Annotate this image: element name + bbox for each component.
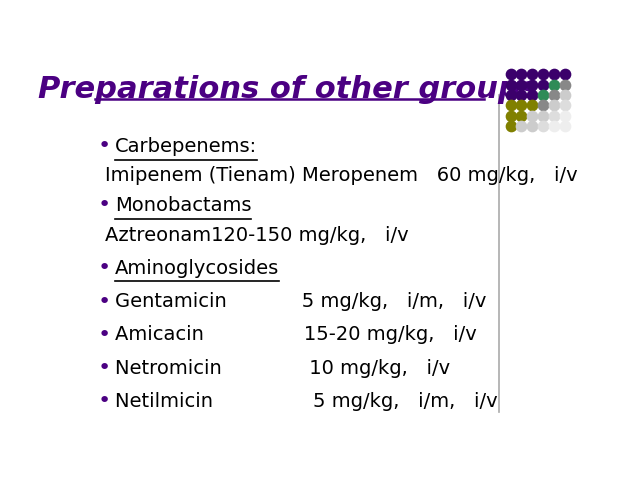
Point xyxy=(560,71,570,78)
Text: Monobactams: Monobactams xyxy=(115,196,252,215)
Point xyxy=(549,112,559,120)
Point xyxy=(538,71,548,78)
Point xyxy=(506,112,516,120)
Text: •: • xyxy=(97,136,111,156)
Text: •: • xyxy=(97,391,111,411)
Point xyxy=(549,101,559,109)
Text: •: • xyxy=(97,358,111,378)
Point xyxy=(538,81,548,88)
Point xyxy=(549,91,559,99)
Point xyxy=(560,81,570,88)
Point xyxy=(516,122,527,130)
Point xyxy=(506,101,516,109)
Text: Carbepenems:: Carbepenems: xyxy=(115,137,257,156)
Point xyxy=(506,71,516,78)
Point xyxy=(516,101,527,109)
Text: Aztreonam120-150 mg/kg,   i/v: Aztreonam120-150 mg/kg, i/v xyxy=(105,226,408,244)
Point xyxy=(549,71,559,78)
Point xyxy=(516,112,527,120)
Text: Preparations of other groups: Preparations of other groups xyxy=(38,74,538,104)
Text: Amicacin                15-20 mg/kg,   i/v: Amicacin 15-20 mg/kg, i/v xyxy=(115,325,476,344)
Point xyxy=(506,122,516,130)
Point xyxy=(527,91,538,99)
Point xyxy=(560,101,570,109)
Point xyxy=(549,122,559,130)
Point xyxy=(538,91,548,99)
Point xyxy=(549,81,559,88)
Point xyxy=(516,91,527,99)
Point xyxy=(506,91,516,99)
Text: •: • xyxy=(97,258,111,278)
Text: •: • xyxy=(97,195,111,216)
Point xyxy=(538,112,548,120)
Point xyxy=(506,81,516,88)
Text: Imipenem (Tienam) Meropenem   60 mg/kg,   i/v: Imipenem (Tienam) Meropenem 60 mg/kg, i/… xyxy=(105,167,577,185)
Point xyxy=(560,122,570,130)
Text: Netromicin              10 mg/kg,   i/v: Netromicin 10 mg/kg, i/v xyxy=(115,359,450,378)
Point xyxy=(560,112,570,120)
Point xyxy=(516,71,527,78)
Point xyxy=(538,101,548,109)
Text: Aminoglycosides: Aminoglycosides xyxy=(115,259,279,278)
Text: •: • xyxy=(97,325,111,345)
Point xyxy=(527,122,538,130)
Point xyxy=(538,122,548,130)
Point xyxy=(516,81,527,88)
Point xyxy=(527,71,538,78)
Point xyxy=(527,101,538,109)
Point xyxy=(527,112,538,120)
Text: Netilmicin                5 mg/kg,   i/m,   i/v: Netilmicin 5 mg/kg, i/m, i/v xyxy=(115,392,497,411)
Text: •: • xyxy=(97,291,111,312)
Point xyxy=(560,91,570,99)
Text: Gentamicin            5 mg/kg,   i/m,   i/v: Gentamicin 5 mg/kg, i/m, i/v xyxy=(115,292,486,311)
Point xyxy=(527,81,538,88)
